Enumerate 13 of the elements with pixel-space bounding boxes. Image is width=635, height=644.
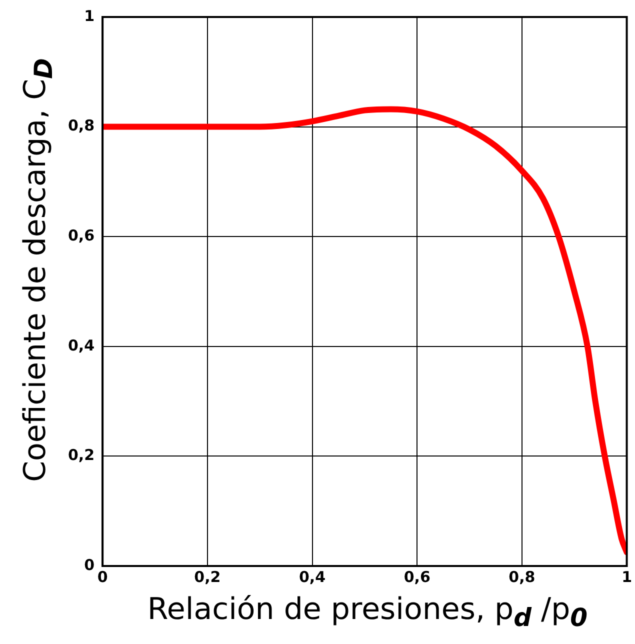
x-tick-label: 0,6 bbox=[404, 568, 430, 586]
x-tick-label: 0,2 bbox=[194, 568, 221, 586]
x-tick-label: 0 bbox=[97, 568, 108, 586]
x-axis-title: Relación de presiones, p$_{d}$ /p$_{0}$ bbox=[146, 592, 589, 632]
y-tick-label: 0,8 bbox=[68, 116, 95, 135]
y-tick-label: 0,6 bbox=[68, 226, 95, 244]
y-tick-label: 0,4 bbox=[68, 336, 95, 354]
x-tick-label: 0,4 bbox=[298, 568, 326, 586]
y-tick-label: 1 bbox=[84, 6, 95, 25]
x-tick-label: 1 bbox=[622, 568, 632, 586]
y-tick-label: 0,2 bbox=[68, 446, 95, 464]
x-tick-label: 0,8 bbox=[508, 568, 536, 586]
y-tick-label: 0 bbox=[84, 556, 95, 574]
